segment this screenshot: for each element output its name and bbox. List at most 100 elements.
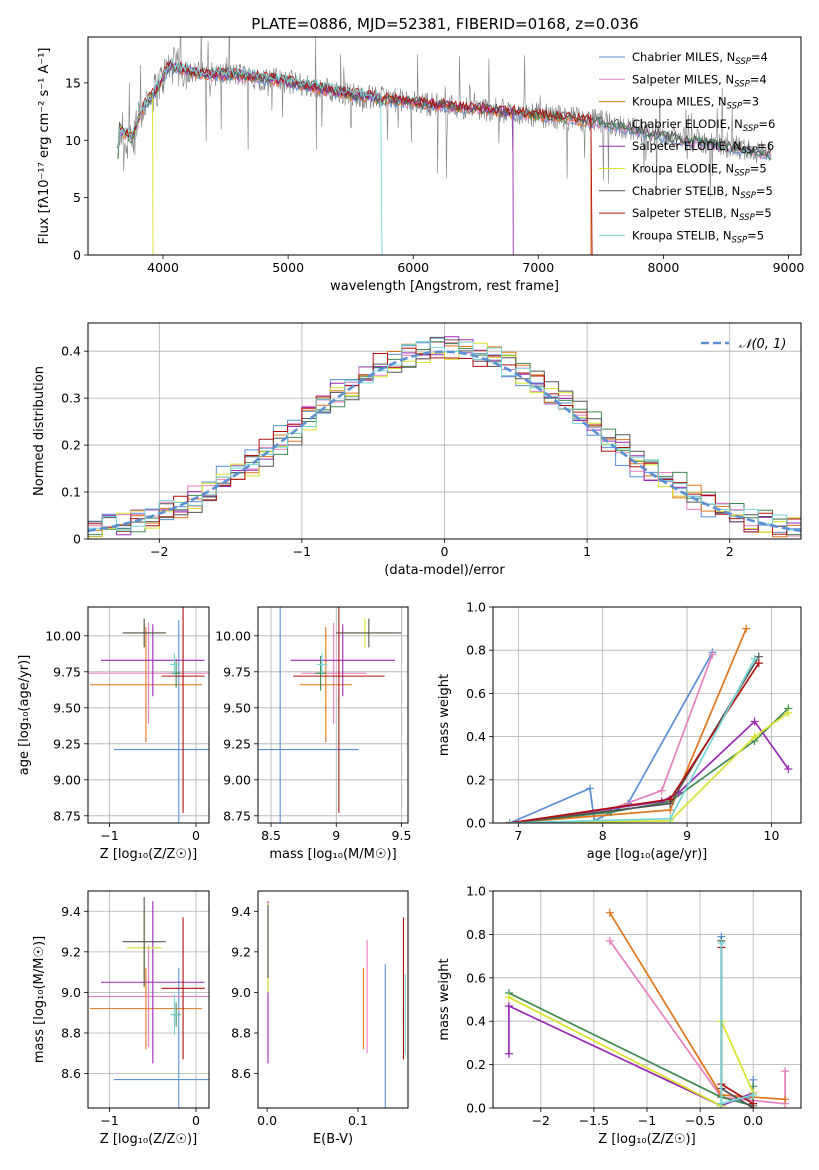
age_vs_Z-ylabel: age [log₁₀(age/yr)] bbox=[17, 655, 32, 776]
plus-marker bbox=[657, 786, 666, 795]
point-4 bbox=[290, 624, 395, 697]
x-tick-label: −1 bbox=[638, 1113, 656, 1128]
plus-marker bbox=[749, 1090, 758, 1099]
legend-name: Chabrier STELIB, N bbox=[632, 184, 740, 198]
y-tick-label: 0.0 bbox=[466, 1101, 486, 1116]
legend-count: =5 bbox=[755, 206, 772, 220]
mass_weight_vs_Z-ylabel: mass weight bbox=[437, 958, 452, 1040]
y-tick-label: 9.2 bbox=[61, 944, 81, 959]
point-7 bbox=[161, 917, 205, 1060]
plus-marker bbox=[504, 1002, 513, 1011]
y-tick-label: 0.2 bbox=[466, 772, 486, 787]
legend-name: Salpeter STELIB, N bbox=[632, 206, 739, 220]
age_vs_Z-axes: −1 0 8.75 9.00 9.25 9.50 9.75 10.00 Z [log₁₀(Z/Z… bbox=[17, 606, 210, 862]
point-8 bbox=[316, 653, 328, 677]
series-line bbox=[509, 712, 789, 823]
point-1 bbox=[301, 622, 367, 724]
y-tick-label: 8.6 bbox=[61, 1066, 81, 1081]
y-tick-label: 10.00 bbox=[215, 628, 251, 643]
plus-marker bbox=[666, 795, 675, 804]
age_vs_mass-axes: 8.5 9 9.5 8.75 9.00 9.25 9.50 9.75 10.00 mass [lo… bbox=[215, 606, 411, 862]
axes-frame bbox=[87, 890, 210, 1109]
residuals-axes: −2 −1 0 1 2 0 0.1 0.2 0.3 0.4 (data-model)/error No… bbox=[32, 322, 802, 578]
legend-count: =4 bbox=[751, 50, 768, 64]
legend-label: Chabrier MILES, NSSP=4 bbox=[632, 50, 768, 67]
legend-label: 𝒩(0, 1) bbox=[739, 337, 786, 352]
legend-subscript: SSP bbox=[739, 213, 755, 223]
y-tick-label: 9.4 bbox=[61, 904, 81, 919]
legend-subscript: SSP bbox=[742, 146, 758, 156]
legend-count: =4 bbox=[750, 72, 767, 86]
legend-label: Salpeter STELIB, NSSP=5 bbox=[632, 206, 772, 223]
legend-name: Salpeter ELODIE, N bbox=[632, 139, 742, 153]
legend-name: Kroupa STELIB, N bbox=[632, 228, 732, 242]
x-tick-label: 0.0 bbox=[743, 1113, 763, 1128]
plus-marker bbox=[754, 659, 763, 668]
y-tick-label: 9.25 bbox=[53, 736, 81, 751]
model-line-0 bbox=[117, 63, 772, 161]
legend-name: Salpeter MILES, N bbox=[632, 72, 734, 86]
residuals-xlabel: (data-model)/error bbox=[384, 563, 505, 578]
point-6 bbox=[336, 618, 402, 648]
x-tick-label: −1.5 bbox=[579, 1113, 609, 1128]
x-tick-label: −2 bbox=[150, 544, 168, 559]
y-tick-label: 0.0 bbox=[466, 816, 486, 831]
axes-frame bbox=[87, 36, 802, 256]
y-tick-label: 0.4 bbox=[466, 729, 486, 744]
age_vs_mass-xlabel: mass [log₁₀(M/M☉)] bbox=[269, 847, 396, 862]
y-tick-label: 1.0 bbox=[466, 600, 486, 615]
legend-label: Kroupa MILES, NSSP=3 bbox=[632, 95, 759, 112]
x-tick-label: 0 bbox=[192, 828, 200, 843]
x-tick-label: 9000 bbox=[773, 260, 805, 275]
plus-marker bbox=[666, 814, 675, 823]
y-tick-label: 9.2 bbox=[231, 944, 251, 959]
legend-name: Chabrier MILES, N bbox=[632, 50, 735, 64]
x-tick-label: 8000 bbox=[647, 260, 679, 275]
plus-marker bbox=[708, 650, 717, 659]
y-tick-label: 9.0 bbox=[231, 985, 251, 1000]
point-1 bbox=[88, 945, 209, 1048]
legend-subscript: SSP bbox=[734, 79, 750, 89]
y-tick-label: 10.00 bbox=[45, 628, 81, 643]
y-tick-label: 0.6 bbox=[466, 970, 486, 985]
point-0 bbox=[258, 607, 359, 823]
mass_weight_vs_age-axes: 7 8 9 10 0.0 0.2 0.4 0.6 0.8 1.0 age [log₁₀(age/yr… bbox=[437, 600, 802, 862]
y-tick-label: 0.4 bbox=[466, 1014, 486, 1029]
x-tick-label: 7 bbox=[514, 828, 522, 843]
point-8 bbox=[170, 994, 179, 1035]
y-tick-label: 9.75 bbox=[53, 664, 81, 679]
x-tick-label: 9 bbox=[683, 828, 691, 843]
axes-frame bbox=[87, 606, 210, 824]
residuals-ylabel: Normed distribution bbox=[32, 366, 47, 496]
legend-count: =3 bbox=[742, 95, 759, 109]
legend-count: =5 bbox=[747, 228, 764, 242]
histogram-series-7 bbox=[88, 347, 801, 535]
legend-subscript: SSP bbox=[732, 235, 748, 245]
plus-marker bbox=[781, 1095, 790, 1104]
plus-marker bbox=[750, 654, 759, 663]
axes-frame bbox=[492, 890, 802, 1109]
y-tick-label: 15 bbox=[65, 75, 81, 90]
legend-label: Chabrier ELODIE, NSSP=6 bbox=[632, 117, 775, 134]
x-tick-label: 6000 bbox=[397, 260, 429, 275]
figure-title: PLATE=0886, MJD=52381, FIBERID=0168, z=0… bbox=[251, 15, 638, 33]
legend-label: Salpeter MILES, NSSP=4 bbox=[632, 72, 767, 89]
point-3 bbox=[315, 655, 326, 691]
x-tick-label: −0.5 bbox=[685, 1113, 715, 1128]
y-tick-label: 8.75 bbox=[53, 808, 81, 823]
plus-marker bbox=[605, 936, 614, 945]
model-line-8 bbox=[117, 58, 383, 255]
legend-subscript: SSP bbox=[740, 191, 756, 201]
y-tick-label: 5 bbox=[73, 190, 81, 205]
axes-frame bbox=[492, 606, 802, 824]
point-6 bbox=[122, 618, 166, 648]
point-4 bbox=[100, 624, 205, 697]
y-tick-label: 9.75 bbox=[223, 664, 251, 679]
legend-label: Kroupa STELIB, NSSP=5 bbox=[632, 228, 764, 245]
y-tick-label: 9.00 bbox=[53, 772, 81, 787]
legend-name: Chabrier ELODIE, N bbox=[632, 117, 743, 131]
y-tick-label: 0.8 bbox=[466, 643, 486, 658]
plus-marker bbox=[605, 908, 614, 917]
spectrum-ylabel: Flux [fλ10⁻¹⁷ erg cm⁻² s⁻¹ A⁻¹] bbox=[37, 48, 52, 245]
